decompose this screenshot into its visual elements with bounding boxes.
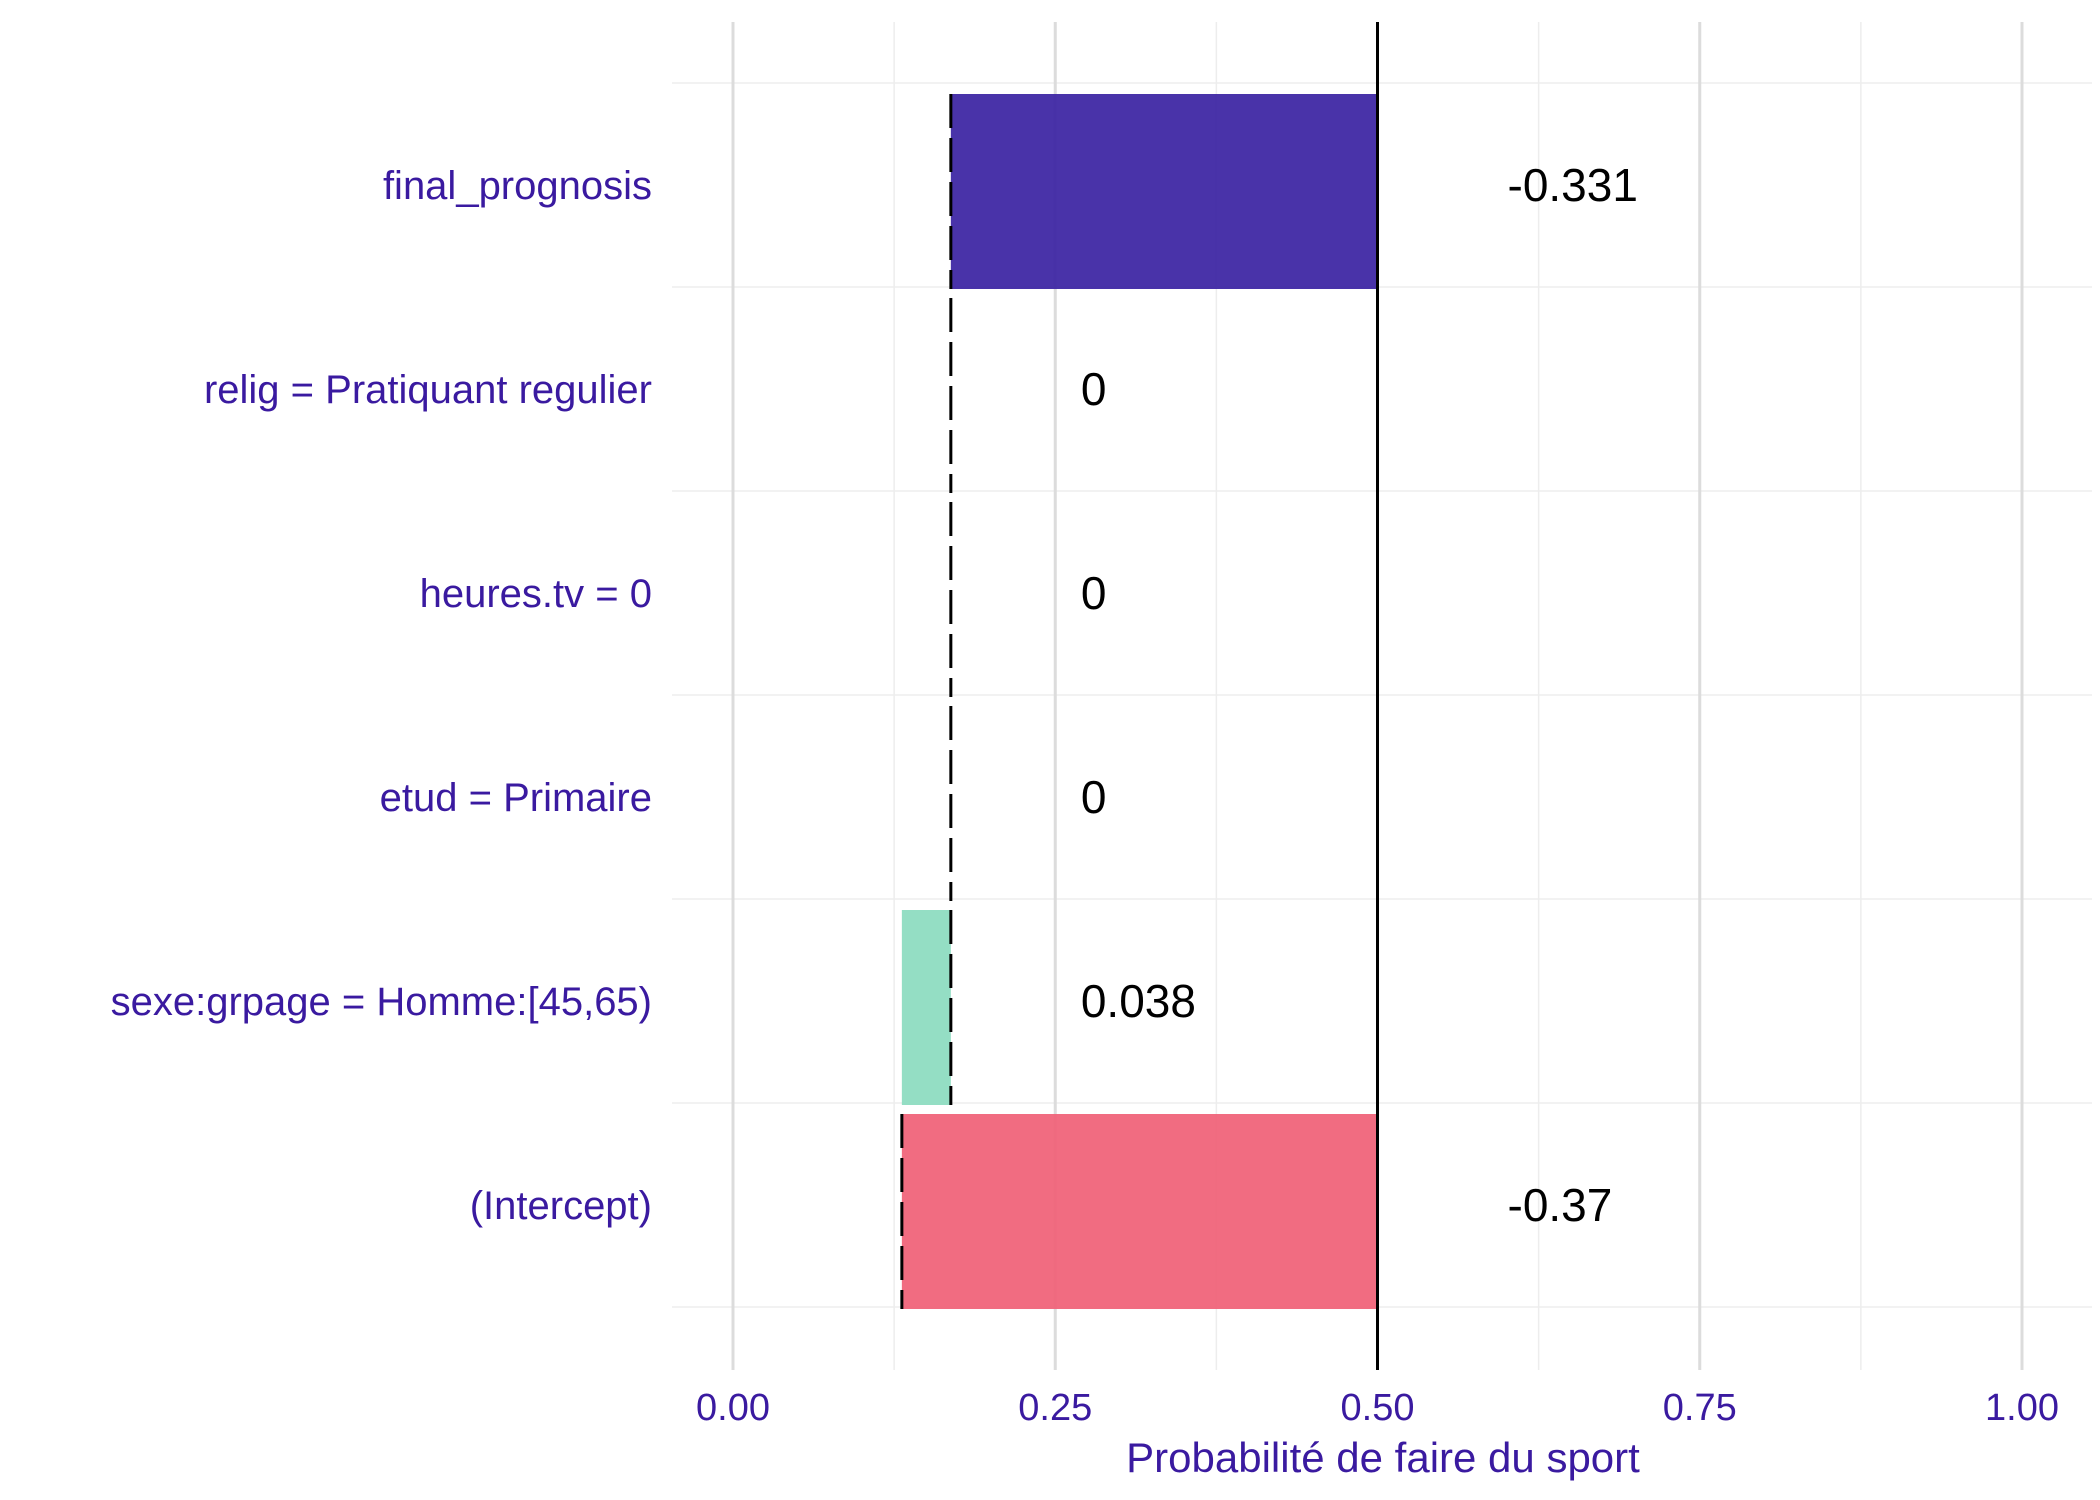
bar (901, 910, 951, 1105)
x-tick-label: 0.25 (1018, 1387, 1092, 1429)
x-tick-label: 0.50 (1341, 1387, 1415, 1429)
connector-lines (900, 94, 953, 1309)
x-tick-label: 1.00 (1985, 1387, 2059, 1429)
y-axis-label: etud = Primaire (380, 776, 652, 820)
data-label: -0.331 (1508, 159, 1638, 211)
data-label: 0.038 (1081, 975, 1196, 1027)
bar (901, 1114, 1378, 1309)
data-label: 0 (1081, 567, 1107, 619)
data-label: 0 (1081, 771, 1107, 823)
x-axis-ticks: 0.00 0.25 0.50 0.75 1.00 (696, 1387, 2059, 1429)
y-axis-label: heures.tv = 0 (420, 572, 652, 616)
y-axis-label: final_prognosis (383, 164, 652, 208)
y-axis-label: relig = Pratiquant regulier (204, 368, 652, 412)
grid-lines (672, 22, 2092, 1370)
bar (950, 94, 1378, 289)
y-axis-label: (Intercept) (470, 1184, 652, 1228)
data-label: 0 (1081, 363, 1107, 415)
y-axis-label: sexe:grpage = Homme:[45,65) (111, 980, 652, 1024)
x-tick-label: 0.75 (1663, 1387, 1737, 1429)
x-tick-label: 0.00 (696, 1387, 770, 1429)
bars (901, 94, 1378, 1309)
x-axis-label: Probabilité de faire du sport (1126, 1434, 1640, 1481)
data-label: -0.37 (1508, 1179, 1613, 1231)
data-labels: -0.331 0 0 0 0.038 -0.37 (1081, 159, 1638, 1231)
